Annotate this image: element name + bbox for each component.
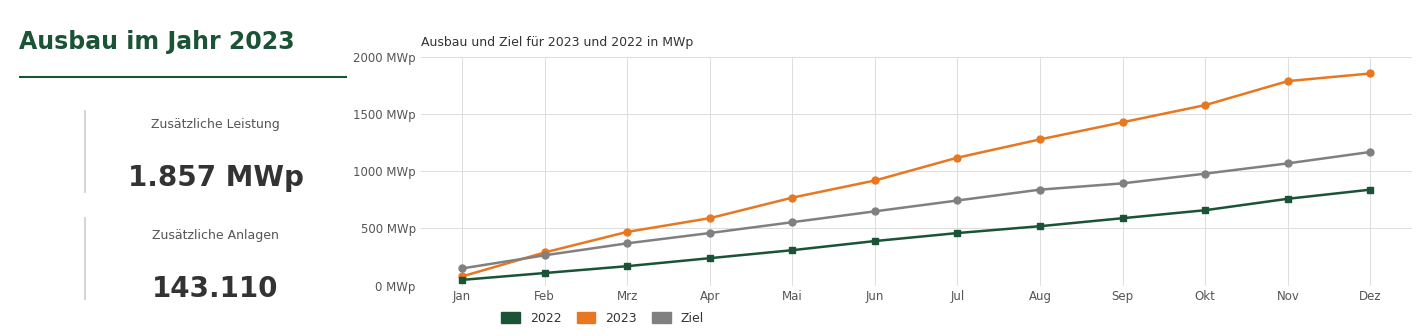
Text: Zusätzliche Anlagen: Zusätzliche Anlagen: [153, 229, 279, 242]
Text: Ausbau und Ziel für 2023 und 2022 in MWp: Ausbau und Ziel für 2023 und 2022 in MWp: [421, 36, 693, 49]
Text: Zusätzliche Leistung: Zusätzliche Leistung: [151, 118, 279, 131]
Text: Ausbau im Jahr 2023: Ausbau im Jahr 2023: [20, 30, 295, 54]
Text: 143.110: 143.110: [153, 275, 279, 303]
Legend: 2022, 2023, Ziel: 2022, 2023, Ziel: [496, 307, 709, 330]
Text: 1.857 MWp: 1.857 MWp: [128, 164, 304, 192]
